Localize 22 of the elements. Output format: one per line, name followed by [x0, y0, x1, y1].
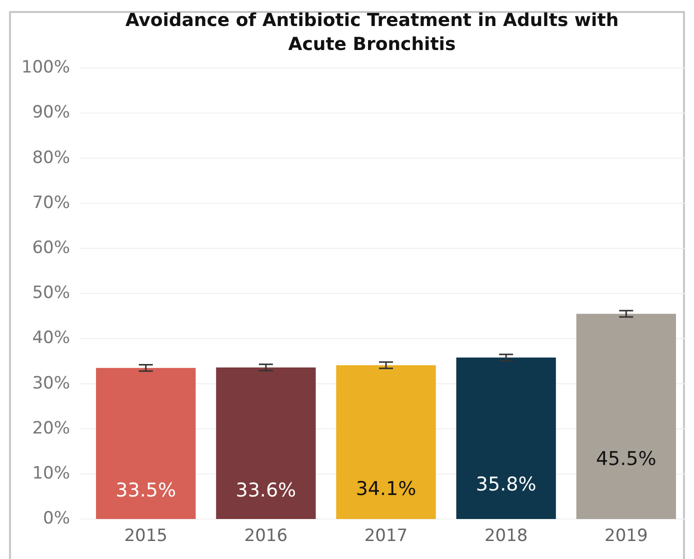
y-tick-label: 60%	[32, 238, 70, 258]
y-tick-label: 100%	[21, 58, 70, 78]
y-tick-label: 30%	[32, 373, 70, 394]
y-tick-label: 0%	[43, 508, 70, 529]
data-label: 33.6%	[236, 479, 296, 502]
y-tick-label: 90%	[32, 102, 70, 123]
x-tick-label: 2019	[604, 526, 648, 546]
chart-title: Avoidance of Antibiotic Treatment in Adults with Acute Bronchitis	[125, 10, 619, 55]
y-tick-label: 80%	[32, 148, 70, 168]
x-tick-label: 2018	[484, 526, 528, 546]
x-tick-label: 2015	[124, 526, 168, 546]
data-label: 34.1%	[356, 478, 416, 500]
data-label: 45.5%	[596, 448, 656, 470]
y-tick-label: 10%	[32, 464, 70, 484]
x-tick-label: 2017	[364, 526, 408, 546]
y-tick-label: 40%	[32, 328, 70, 348]
x-tick-label: 2016	[244, 526, 288, 546]
y-tick-label: 70%	[32, 192, 70, 213]
data-label: 33.5%	[116, 480, 176, 502]
data-label: 35.8%	[476, 474, 536, 496]
y-tick-label: 50%	[32, 283, 70, 304]
y-tick-label: 20%	[32, 418, 70, 438]
